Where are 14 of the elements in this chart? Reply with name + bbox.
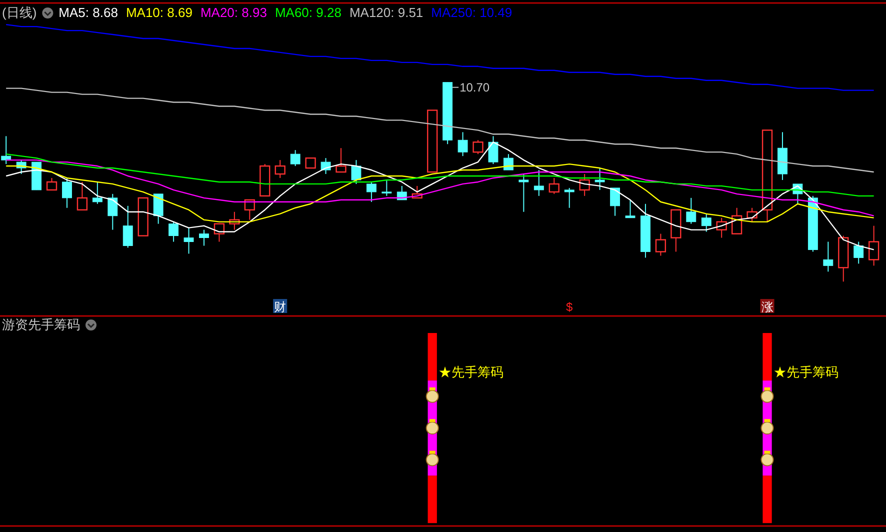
text: $ (566, 300, 574, 314)
text: MA60: 9.28 (274, 5, 342, 20)
chart-title: (日线) (2, 5, 37, 20)
chart-title: 游资先手筹码 (2, 317, 80, 332)
text: MA20: 8.93 (200, 5, 267, 20)
annotation: 10.70 (460, 80, 490, 94)
text: MA10: 8.69 (126, 5, 192, 20)
text: 财 (274, 300, 286, 314)
text: MA5: 8.68 (58, 5, 118, 20)
annotation: ★先手筹码 (773, 364, 838, 380)
annotation: ★先手筹码 (438, 364, 504, 380)
text: MA250: 10.49 (431, 5, 512, 20)
text: MA120: 9.51 (349, 5, 424, 20)
text: 涨 (761, 300, 774, 314)
